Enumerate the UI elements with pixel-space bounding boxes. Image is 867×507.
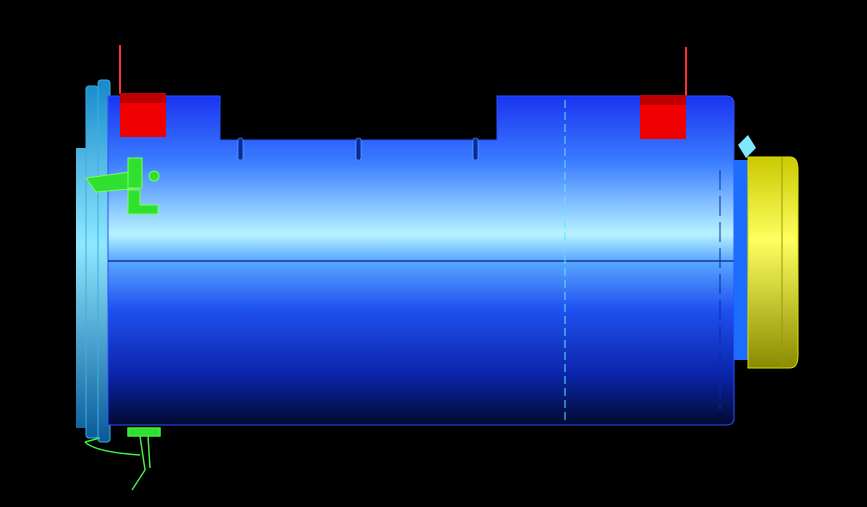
- left-flange: [76, 79, 111, 443]
- yellow-cap: [747, 156, 799, 369]
- nozzle: [738, 135, 756, 158]
- cap-ring: [734, 160, 748, 360]
- slots: [237, 137, 479, 161]
- green-clip-bottom: [84, 427, 161, 491]
- green-clip-top: [85, 157, 160, 215]
- red-blocks: [119, 45, 687, 139]
